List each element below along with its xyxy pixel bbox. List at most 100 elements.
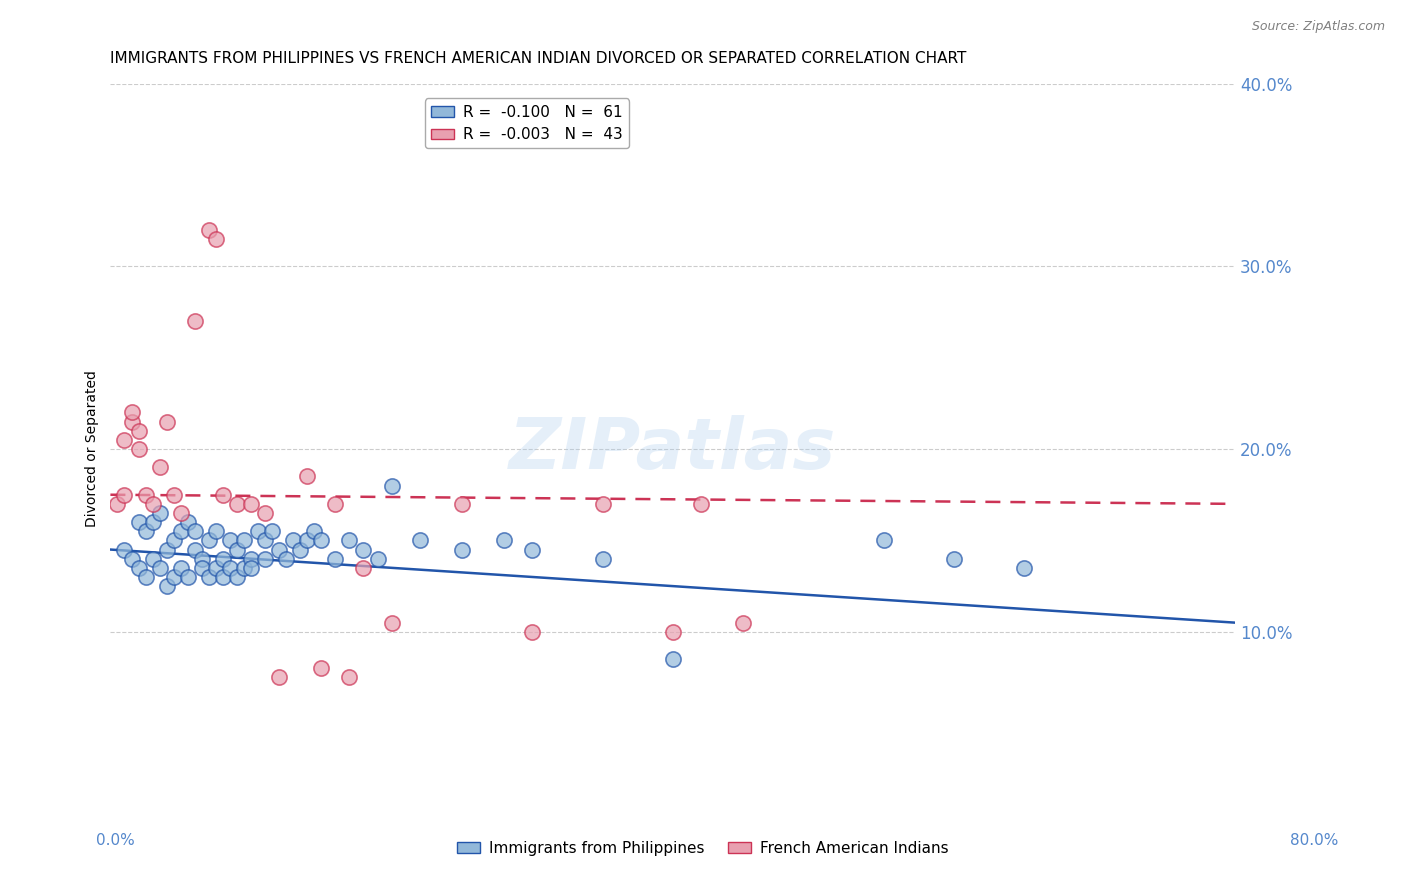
Text: IMMIGRANTS FROM PHILIPPINES VS FRENCH AMERICAN INDIAN DIVORCED OR SEPARATED CORR: IMMIGRANTS FROM PHILIPPINES VS FRENCH AM… — [111, 51, 967, 66]
Point — [690, 497, 713, 511]
Point — [121, 405, 143, 419]
Point — [269, 671, 291, 685]
Point — [219, 533, 242, 548]
Point — [233, 561, 256, 575]
Point — [163, 570, 186, 584]
Point — [254, 551, 277, 566]
Point — [367, 551, 389, 566]
Point — [107, 497, 129, 511]
Point — [163, 533, 186, 548]
Point — [339, 533, 361, 548]
Text: 80.0%: 80.0% — [1291, 833, 1339, 847]
Point — [873, 533, 896, 548]
Legend: Immigrants from Philippines, French American Indians: Immigrants from Philippines, French Amer… — [451, 835, 955, 862]
Point — [325, 497, 347, 511]
Point — [114, 542, 136, 557]
Point — [662, 624, 685, 639]
Point — [128, 442, 150, 456]
Point — [240, 561, 263, 575]
Point — [191, 551, 214, 566]
Point — [381, 615, 404, 630]
Point — [240, 497, 263, 511]
Point — [170, 506, 193, 520]
Point — [170, 561, 193, 575]
Point — [247, 524, 270, 539]
Point — [149, 506, 172, 520]
Point — [121, 415, 143, 429]
Point — [226, 497, 249, 511]
Point — [156, 579, 179, 593]
Point — [156, 415, 179, 429]
Point — [1014, 561, 1036, 575]
Point — [170, 524, 193, 539]
Point — [198, 533, 221, 548]
Legend: R =  -0.100   N =  61, R =  -0.003   N =  43: R = -0.100 N = 61, R = -0.003 N = 43 — [425, 98, 628, 148]
Point — [114, 433, 136, 447]
Text: Source: ZipAtlas.com: Source: ZipAtlas.com — [1251, 20, 1385, 33]
Point — [184, 542, 207, 557]
Point — [451, 497, 474, 511]
Point — [297, 533, 319, 548]
Point — [226, 570, 249, 584]
Point — [233, 533, 256, 548]
Text: ZIPatlas: ZIPatlas — [509, 415, 837, 483]
Point — [212, 488, 235, 502]
Point — [240, 551, 263, 566]
Point — [662, 652, 685, 666]
Point — [205, 524, 228, 539]
Point — [121, 551, 143, 566]
Point — [381, 478, 404, 492]
Point — [205, 232, 228, 246]
Point — [339, 671, 361, 685]
Point — [522, 542, 544, 557]
Point — [451, 542, 474, 557]
Point — [142, 515, 165, 529]
Point — [149, 561, 172, 575]
Point — [128, 424, 150, 438]
Point — [304, 524, 326, 539]
Point — [311, 661, 333, 675]
Point — [198, 223, 221, 237]
Point — [311, 533, 333, 548]
Point — [522, 624, 544, 639]
Point — [297, 469, 319, 483]
Point — [128, 515, 150, 529]
Point — [135, 570, 157, 584]
Point — [494, 533, 516, 548]
Point — [290, 542, 312, 557]
Point — [219, 561, 242, 575]
Y-axis label: Divorced or Separated: Divorced or Separated — [86, 370, 100, 527]
Point — [156, 542, 179, 557]
Point — [353, 542, 375, 557]
Point — [226, 542, 249, 557]
Point — [283, 533, 305, 548]
Point — [592, 497, 614, 511]
Point — [177, 515, 200, 529]
Point — [262, 524, 284, 539]
Point — [135, 524, 157, 539]
Point — [177, 570, 200, 584]
Point — [191, 561, 214, 575]
Point — [135, 488, 157, 502]
Point — [149, 460, 172, 475]
Point — [128, 561, 150, 575]
Point — [733, 615, 755, 630]
Point — [409, 533, 432, 548]
Point — [142, 497, 165, 511]
Point — [254, 506, 277, 520]
Point — [325, 551, 347, 566]
Point — [254, 533, 277, 548]
Point — [184, 524, 207, 539]
Point — [114, 488, 136, 502]
Point — [269, 542, 291, 557]
Point — [592, 551, 614, 566]
Point — [276, 551, 298, 566]
Point — [184, 314, 207, 328]
Point — [142, 551, 165, 566]
Point — [205, 561, 228, 575]
Text: 0.0%: 0.0% — [96, 833, 135, 847]
Point — [198, 570, 221, 584]
Point — [353, 561, 375, 575]
Point — [163, 488, 186, 502]
Point — [212, 570, 235, 584]
